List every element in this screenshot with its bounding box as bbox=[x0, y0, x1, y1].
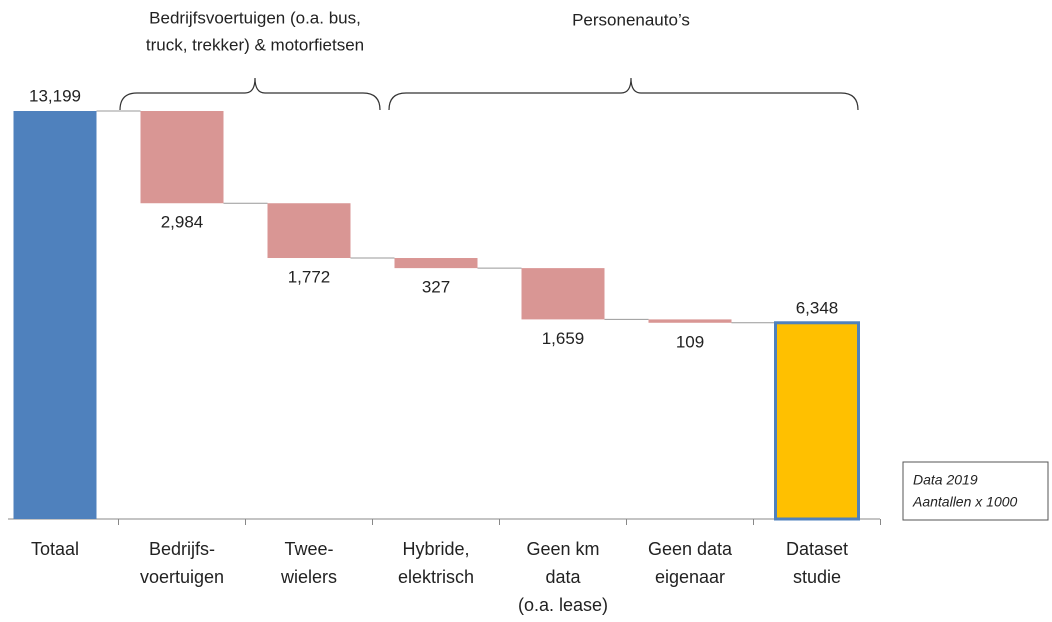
value-label: 13,199 bbox=[29, 86, 81, 105]
value-label: 1,659 bbox=[542, 329, 585, 348]
x-tick-label: studie bbox=[793, 567, 841, 587]
value-label: 1,772 bbox=[288, 267, 331, 286]
value-label: 109 bbox=[676, 332, 704, 351]
value-label: 6,348 bbox=[796, 298, 839, 317]
bar bbox=[13, 111, 97, 519]
value-label: 2,984 bbox=[161, 213, 204, 232]
bar bbox=[648, 319, 732, 323]
x-tick-label: Twee- bbox=[284, 539, 333, 559]
note-box bbox=[902, 461, 1049, 521]
x-tick-label: Dataset bbox=[786, 539, 848, 559]
bar bbox=[521, 268, 605, 320]
bar bbox=[267, 203, 351, 259]
x-tick-label: elektrisch bbox=[398, 567, 474, 587]
x-tick-label: Bedrijfs- bbox=[149, 539, 215, 559]
x-tick-label: Totaal bbox=[31, 539, 79, 559]
bar bbox=[774, 321, 860, 521]
x-tick-label: voertuigen bbox=[140, 567, 224, 587]
x-tick-label: eigenaar bbox=[655, 567, 725, 587]
value-label: 327 bbox=[422, 278, 450, 297]
annotation: Bedrijfsvoertuigen (o.a. bus, bbox=[149, 8, 361, 27]
brace bbox=[119, 77, 381, 111]
x-tick-label: data bbox=[545, 567, 581, 587]
x-tick-label: Geen data bbox=[648, 539, 733, 559]
x-tick-label: (o.a. lease) bbox=[518, 595, 608, 615]
annotation: truck, trekker) & motorfietsen bbox=[146, 35, 364, 54]
annotation: Personenauto’s bbox=[572, 10, 690, 29]
note: Aantallen x 1000 bbox=[912, 494, 1018, 510]
bar bbox=[140, 111, 224, 204]
bar bbox=[394, 258, 478, 269]
brace bbox=[388, 77, 859, 111]
x-tick-label: Geen km bbox=[526, 539, 599, 559]
x-tick-label: wielers bbox=[280, 567, 337, 587]
x-tick-label: Hybride, bbox=[402, 539, 469, 559]
note: Data 2019 bbox=[913, 472, 978, 488]
